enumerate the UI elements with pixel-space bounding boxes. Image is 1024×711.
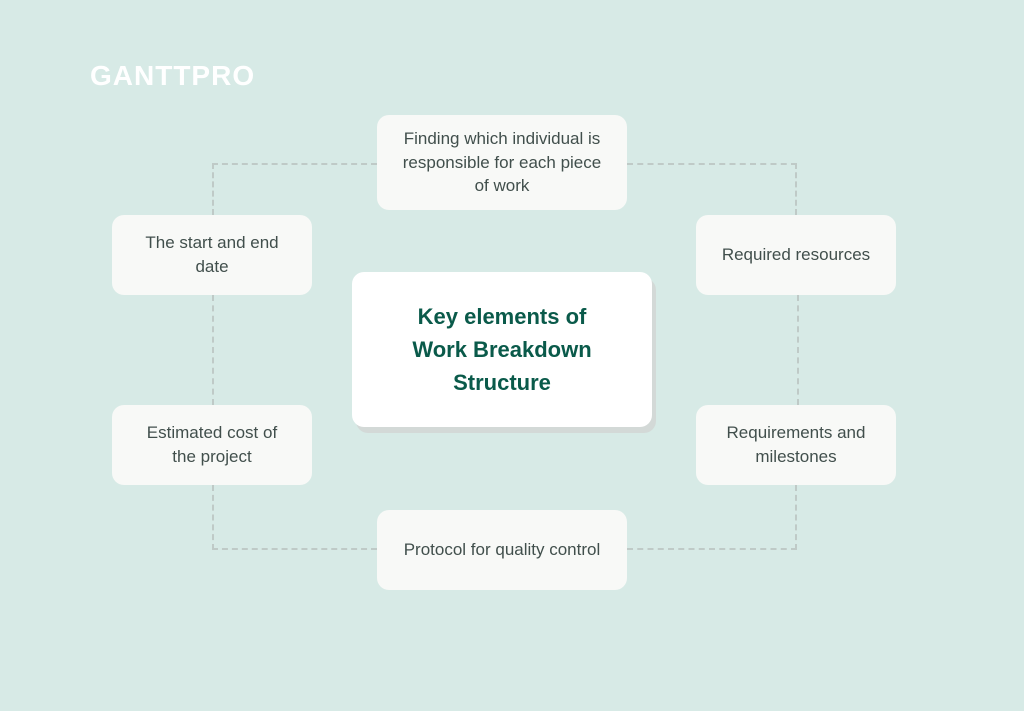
connector-top-left (212, 163, 377, 215)
connector-left-vertical (212, 295, 214, 405)
center-node: Key elements of Work Breakdown Structure (352, 272, 652, 427)
node-right-lower: Requirements and milestones (696, 405, 896, 485)
node-bottom-label: Protocol for quality control (404, 538, 601, 562)
connector-right-vertical (797, 295, 799, 405)
connector-bottom-left (212, 485, 377, 550)
wbs-diagram: Key elements of Work Breakdown Structure… (0, 0, 1024, 711)
node-right-upper-label: Required resources (722, 243, 870, 267)
node-right-upper: Required resources (696, 215, 896, 295)
center-node-label: Key elements of Work Breakdown Structure (392, 300, 612, 399)
connector-top-right (627, 163, 797, 215)
node-bottom: Protocol for quality control (377, 510, 627, 590)
node-right-lower-label: Requirements and milestones (718, 421, 874, 469)
node-left-lower: Estimated cost of the project (112, 405, 312, 485)
node-top: Finding which individual is responsible … (377, 115, 627, 210)
node-left-upper-label: The start and end date (134, 231, 290, 279)
node-top-label: Finding which individual is responsible … (399, 127, 605, 198)
node-left-lower-label: Estimated cost of the project (134, 421, 290, 469)
connector-bottom-right (627, 485, 797, 550)
node-left-upper: The start and end date (112, 215, 312, 295)
